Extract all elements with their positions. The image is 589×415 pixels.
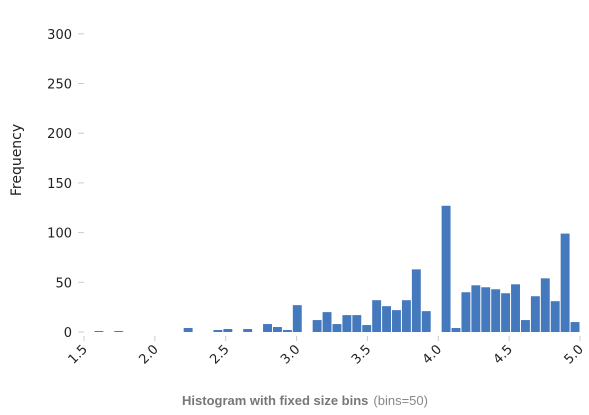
- bars: [94, 205, 580, 332]
- histogram-bar: [94, 331, 104, 332]
- x-axis: 1.5 2.0 2.5 3.0 3.5 4.0 4.5 5.0: [66, 336, 587, 367]
- histogram-bar: [342, 315, 352, 332]
- y-tick-label: 300: [47, 28, 72, 43]
- x-tick-label: 2.5: [207, 342, 232, 367]
- y-tick-label: 50: [55, 276, 72, 291]
- histogram-bar: [481, 287, 491, 332]
- histogram-bar: [292, 305, 302, 332]
- histogram-bar: [223, 329, 233, 332]
- histogram-bar: [362, 325, 372, 332]
- x-tick-label: 4.5: [491, 342, 516, 367]
- x-tick-label: 5.0: [562, 342, 587, 367]
- y-tick-label: 150: [47, 177, 72, 192]
- histogram-bar: [491, 289, 501, 332]
- histogram-bar: [471, 285, 481, 332]
- histogram-bar: [183, 328, 193, 332]
- histogram-bar: [332, 324, 342, 332]
- histogram-bar: [501, 293, 511, 332]
- y-tick-label: 200: [47, 127, 72, 142]
- histogram-bar: [570, 322, 580, 332]
- chart-caption: Histogram with fixed size bins (bins=50): [182, 393, 428, 408]
- histogram-bar: [451, 328, 461, 332]
- histogram-bar: [421, 311, 431, 332]
- chart-title: Histogram with fixed size bins: [182, 393, 368, 408]
- chart-subtitle: (bins=50): [373, 393, 428, 408]
- histogram-bar: [540, 278, 550, 332]
- x-tick-label: 4.0: [420, 342, 445, 367]
- x-tick-label: 3.0: [278, 342, 303, 367]
- y-axis: 0 50 100 150 200 250 300: [47, 28, 84, 341]
- y-tick-label: 0: [64, 326, 72, 341]
- histogram-bar: [560, 233, 570, 332]
- histogram-bar: [382, 306, 392, 332]
- histogram-bar: [441, 205, 451, 332]
- histogram-bar: [312, 320, 322, 332]
- histogram-bar: [243, 329, 253, 332]
- histogram-bar: [322, 312, 332, 332]
- y-axis-title-group: Frequency: [9, 124, 25, 196]
- x-tick-label: 2.0: [136, 342, 161, 367]
- histogram-bar: [520, 320, 530, 332]
- y-axis-title: Frequency: [9, 124, 25, 196]
- histogram-bar: [392, 310, 401, 332]
- histogram-bar: [411, 269, 421, 332]
- histogram-bar: [114, 331, 124, 332]
- histogram-bar: [282, 330, 292, 332]
- histogram-bar: [352, 315, 362, 332]
- histogram-bar: [213, 330, 223, 332]
- histogram-bar: [263, 324, 272, 332]
- histogram-bar: [372, 300, 382, 332]
- histogram-bar: [530, 296, 540, 332]
- x-tick-label: 1.5: [66, 342, 91, 367]
- histogram-bar: [550, 301, 560, 332]
- histogram-bar: [511, 284, 520, 332]
- y-tick-label: 100: [47, 227, 72, 242]
- histogram-bar: [461, 292, 471, 332]
- histogram-bar: [272, 327, 282, 332]
- y-tick-label: 250: [47, 78, 72, 93]
- x-tick-label: 3.5: [349, 342, 374, 367]
- histogram-bar: [401, 300, 411, 332]
